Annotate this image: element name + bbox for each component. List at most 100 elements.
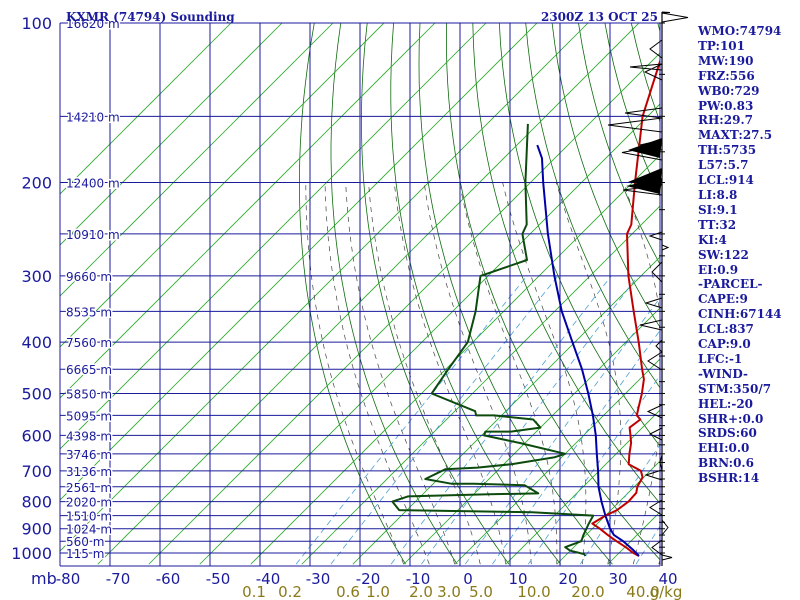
dry-adiabat: [551, 23, 660, 329]
index-item: BRN:0.6: [698, 456, 754, 471]
mixing-ratio-label: 1.0: [366, 583, 390, 600]
dry-adiabat: [445, 23, 660, 561]
temperature-tick-label: -40: [256, 570, 281, 588]
mixing-ratio-label: 20.0: [571, 583, 604, 600]
moist-adiabat: [393, 182, 507, 565]
height-label: 7560 m: [66, 336, 112, 350]
background-lines: [60, 23, 660, 565]
index-item: KI:4: [698, 232, 727, 247]
height-label: 115 m: [66, 547, 104, 561]
pressure-tick-label: 100: [21, 14, 52, 33]
wind-barb: [661, 244, 670, 251]
isotherm: [97, 23, 640, 565]
mixing-ratio-line: [390, 275, 612, 565]
mixing-ratio-line: [635, 525, 660, 565]
mixing-ratio-label: g/kg: [650, 583, 683, 600]
temperature-tick-label: 40: [658, 570, 677, 588]
y-axis-unit: mb: [31, 569, 57, 588]
wind-barb: [651, 539, 663, 556]
index-item: WMO:74794: [698, 24, 782, 38]
chart-time: 2300Z 13 OCT 25: [541, 10, 658, 24]
isotherm: [60, 23, 538, 501]
isotherm: [60, 23, 334, 297]
moist-adiabat: [423, 182, 532, 565]
wind-barb: [661, 12, 689, 23]
dry-adiabat: [390, 23, 562, 565]
sounding-indices-panel: WMO:74794 TP:101 MW:190 FRZ:556 WB0:729 PW:0.…: [698, 24, 798, 486]
mixing-ratio-line: [527, 374, 660, 565]
temperature-tick-label: -20: [356, 570, 381, 588]
index-item: SRDS:60: [698, 426, 757, 441]
height-label: 5095 m: [66, 409, 112, 423]
isotherm: [505, 409, 660, 565]
height-label: 16620 m: [66, 17, 120, 31]
wind-barb: [624, 107, 663, 119]
mixing-ratio-label: 5.0: [469, 583, 493, 600]
mixing-ratio-label: 2.0: [409, 583, 433, 600]
height-label: 9660 m: [66, 270, 112, 284]
index-item: LFC:-1: [698, 351, 743, 366]
index-item: SI:9.1: [698, 202, 738, 217]
moist-adiabat: [555, 182, 622, 565]
temperature-tick-label: -10: [406, 570, 431, 588]
isotherm: [556, 460, 660, 565]
wind-barb: [655, 339, 663, 353]
dry-adiabat: [330, 23, 458, 565]
index-item: LI:8.8: [698, 187, 738, 202]
isotherm: [352, 256, 660, 565]
index-item: EHI:0.0: [698, 441, 750, 456]
dewpoint-trace: [391, 123, 595, 557]
wind-barb: [661, 519, 669, 536]
height-label: 4398 m: [66, 429, 112, 443]
isotherm: [60, 23, 487, 450]
isotherm: [148, 52, 660, 565]
dry-adiabat: [298, 23, 406, 565]
mixing-ratio-label: 0.6: [336, 583, 360, 600]
chart-title: KXMR (74794) Sounding: [66, 10, 235, 24]
dry-adiabat: [360, 23, 510, 565]
index-item: MAXT:27.5: [698, 128, 773, 143]
isotherm: [60, 23, 385, 348]
wind-barb: [643, 63, 663, 81]
pressure-tick-label: 300: [21, 267, 52, 286]
isotherm: [403, 307, 660, 565]
wind-barb: [646, 404, 663, 419]
index-item: SHR+:0.0: [698, 411, 764, 426]
temperature-tick-label: 30: [608, 570, 627, 588]
index-item: MW:190: [698, 53, 754, 68]
height-label: 12400 m: [66, 177, 120, 191]
index-item: -WIND-: [698, 366, 748, 381]
wind-barb: [639, 319, 663, 331]
temperature-tick-label: -60: [156, 570, 181, 588]
temperature-tick-label: -50: [206, 570, 231, 588]
wind-barb: [651, 261, 663, 283]
index-item: WB0:729: [698, 83, 760, 98]
mixing-ratio-line: [330, 275, 559, 565]
trace-lines: [391, 58, 660, 557]
pressure-temp-grid: [59, 22, 661, 567]
wind-barb: [659, 454, 663, 471]
index-item: BSHR:14: [698, 471, 760, 486]
height-label: 5850 m: [66, 387, 112, 401]
index-item: EI:0.9: [698, 262, 739, 277]
index-item: LCL:837: [698, 322, 754, 337]
pressure-tick-label: 700: [21, 462, 52, 481]
mixing-ratio-line: [492, 329, 660, 565]
dry-adiabat: [418, 23, 613, 565]
mixing-ratio-label: 3.0: [437, 583, 461, 600]
dry-adiabat: [578, 23, 660, 266]
isotherm: [60, 23, 436, 399]
moist-adiabat: [368, 182, 481, 565]
index-item: CAPE:9: [698, 292, 748, 307]
moist-adiabat: [305, 182, 405, 565]
temperature-tick-label: -70: [106, 570, 131, 588]
wind-barb: [649, 39, 663, 59]
isotherm: [301, 205, 660, 565]
height-label: 6665 m: [66, 363, 112, 377]
wind-barb: [648, 427, 663, 441]
wind-barb: [644, 297, 663, 309]
height-label: 560 m: [66, 535, 104, 549]
pressure-tick-label: 400: [21, 333, 52, 352]
